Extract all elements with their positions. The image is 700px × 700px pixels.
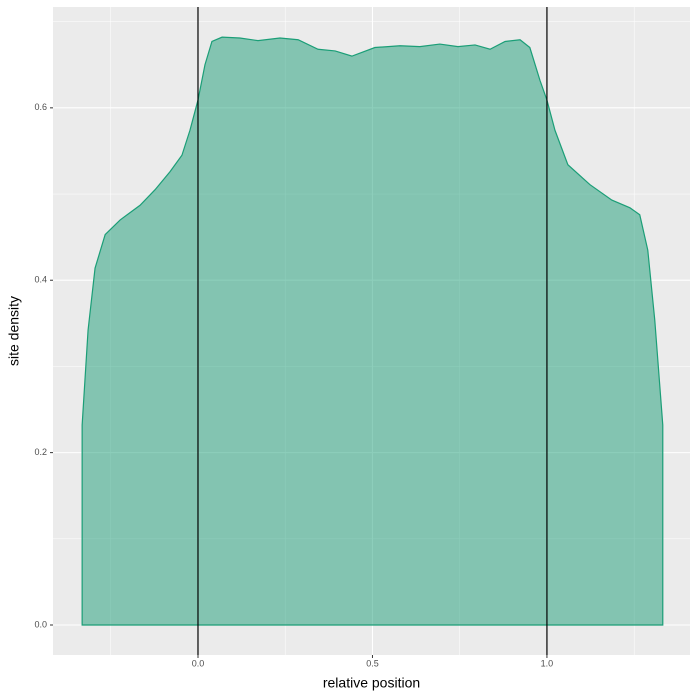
y-tick-label: 0.4 [34, 275, 47, 285]
x-axis-title: relative position [323, 675, 420, 691]
y-axis-title: site density [6, 296, 22, 366]
x-tick-label: 0.5 [366, 658, 379, 668]
y-tick-label: 0.6 [34, 102, 47, 112]
density-area [81, 36, 664, 626]
x-tick-label: 0.0 [192, 658, 205, 668]
y-tick-label: 0.2 [34, 447, 47, 457]
marks [81, 7, 664, 655]
y-tick-label: 0.0 [34, 619, 47, 629]
x-tick-label: 1.0 [541, 658, 554, 668]
